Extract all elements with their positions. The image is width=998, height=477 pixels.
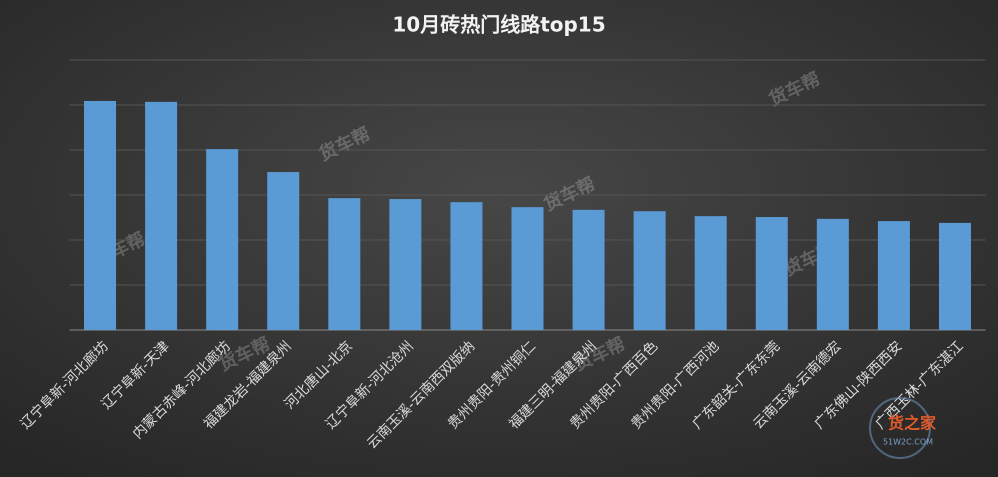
bar [145,101,178,330]
bar [877,221,910,330]
bar [572,209,605,330]
logo-ring [869,397,931,459]
bar [633,211,666,330]
bar [938,222,971,330]
bar [84,100,117,330]
logo-site: 51W2C.COM [883,438,933,447]
bar [328,198,361,330]
bar [206,149,239,330]
bar [389,199,422,330]
bar [450,202,483,330]
bar [267,172,300,330]
bar [694,216,727,330]
bar [511,207,544,330]
bar [816,218,849,330]
logo-name: 货之家 [888,414,937,433]
chart-title: 10月砖热门线路top15 [392,13,605,37]
logo: 货之家 51W2C.COM [869,397,937,459]
bar [755,217,788,330]
